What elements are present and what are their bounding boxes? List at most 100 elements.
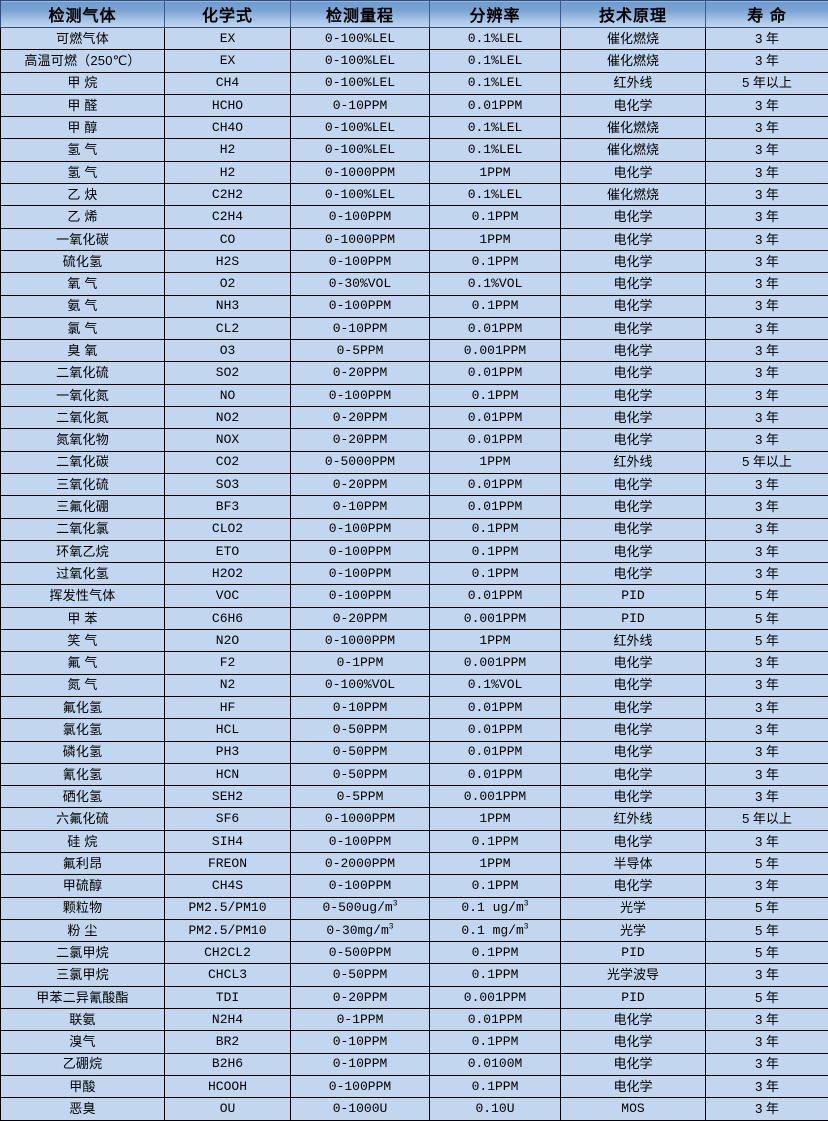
cell-technology: 电化学: [561, 295, 706, 317]
cell-lifespan: 3 年: [706, 340, 828, 362]
cell-detection-range: 0-2000PPM: [291, 852, 430, 874]
cell-gas-name: 三氧化硫: [1, 473, 165, 495]
cell-resolution: 0.1%LEL: [430, 50, 561, 72]
cell-technology: 半导体: [561, 852, 706, 874]
cell-gas-name: 挥发性气体: [1, 585, 165, 607]
cell-resolution: 0.1%LEL: [430, 72, 561, 94]
cell-lifespan: 3 年: [706, 540, 828, 562]
cell-detection-range: 0-30%VOL: [291, 273, 430, 295]
cell-detection-range: 0-50PPM: [291, 964, 430, 986]
cell-detection-range: 0-100PPM: [291, 384, 430, 406]
cell-gas-name: 一氧化氮: [1, 384, 165, 406]
cell-chemical-formula: N2: [165, 674, 291, 696]
cell-resolution: 0.01PPM: [430, 741, 561, 763]
cell-lifespan: 3 年: [706, 719, 828, 741]
cell-chemical-formula: BF3: [165, 496, 291, 518]
cell-lifespan: 5 年: [706, 919, 828, 941]
cell-detection-range: 0-20PPM: [291, 407, 430, 429]
cell-lifespan: 3 年: [706, 875, 828, 897]
cell-chemical-formula: EX: [165, 28, 291, 50]
cell-detection-range: 0-100%LEL: [291, 184, 430, 206]
cell-technology: 电化学: [561, 496, 706, 518]
cell-gas-name: 联氨: [1, 1009, 165, 1031]
cell-detection-range: 0-1000PPM: [291, 630, 430, 652]
cell-gas-name: 环氧乙烷: [1, 540, 165, 562]
cell-detection-range: 0-100PPM: [291, 206, 430, 228]
cell-technology: PID: [561, 607, 706, 629]
cell-chemical-formula: N2H4: [165, 1009, 291, 1031]
cell-gas-name: 溴气: [1, 1031, 165, 1053]
cell-lifespan: 5 年: [706, 630, 828, 652]
cell-chemical-formula: HF: [165, 696, 291, 718]
cell-resolution: 0.001PPM: [430, 652, 561, 674]
cell-chemical-formula: CL2: [165, 317, 291, 339]
cell-resolution: 0.1PPM: [430, 295, 561, 317]
cell-chemical-formula: OU: [165, 1098, 291, 1120]
cell-technology: 电化学: [561, 696, 706, 718]
cell-detection-range: 0-30mg/m3: [291, 919, 430, 941]
cell-technology: PID: [561, 986, 706, 1008]
cell-lifespan: 3 年: [706, 1098, 828, 1120]
cell-technology: 电化学: [561, 875, 706, 897]
cell-detection-range: 0-20PPM: [291, 362, 430, 384]
cell-gas-name: 二氧化硫: [1, 362, 165, 384]
cell-gas-name: 二氧化碳: [1, 451, 165, 473]
cell-chemical-formula: CLO2: [165, 518, 291, 540]
cell-lifespan: 3 年: [706, 28, 828, 50]
cell-chemical-formula: NO2: [165, 407, 291, 429]
cell-lifespan: 3 年: [706, 763, 828, 785]
column-header-range: 检测量程: [291, 1, 430, 28]
cell-detection-range: 0-10PPM: [291, 696, 430, 718]
cell-resolution: 1PPM: [430, 808, 561, 830]
cell-gas-name: 二氧化氮: [1, 407, 165, 429]
cell-technology: 电化学: [561, 273, 706, 295]
cell-technology: 电化学: [561, 518, 706, 540]
cell-detection-range: 0-500PPM: [291, 942, 430, 964]
cell-lifespan: 3 年: [706, 295, 828, 317]
cell-resolution: 0.1%LEL: [430, 28, 561, 50]
column-header-gas: 检测气体: [1, 1, 165, 28]
cell-technology: 电化学: [561, 830, 706, 852]
cell-chemical-formula: NOX: [165, 429, 291, 451]
cell-chemical-formula: CH4S: [165, 875, 291, 897]
cell-gas-name: 甲硫醇: [1, 875, 165, 897]
cell-detection-range: 0-100%LEL: [291, 50, 430, 72]
cell-gas-name: 臭 氧: [1, 340, 165, 362]
cell-technology: 电化学: [561, 540, 706, 562]
cell-detection-range: 0-5000PPM: [291, 451, 430, 473]
cell-gas-name: 二氯甲烷: [1, 942, 165, 964]
cell-detection-range: 0-50PPM: [291, 763, 430, 785]
cell-detection-range: 0-1000PPM: [291, 228, 430, 250]
cell-chemical-formula: HCN: [165, 763, 291, 785]
cell-lifespan: 3 年: [706, 184, 828, 206]
cell-gas-name: 恶臭: [1, 1098, 165, 1120]
cell-gas-name: 可燃气体: [1, 28, 165, 50]
cell-gas-name: 氯 气: [1, 317, 165, 339]
cell-gas-name: 三氯甲烷: [1, 964, 165, 986]
cell-resolution: 0.1PPM: [430, 1075, 561, 1097]
cell-chemical-formula: O2: [165, 273, 291, 295]
cell-lifespan: 3 年: [706, 94, 828, 116]
cell-resolution: 0.1PPM: [430, 964, 561, 986]
cell-gas-name: 磷化氢: [1, 741, 165, 763]
